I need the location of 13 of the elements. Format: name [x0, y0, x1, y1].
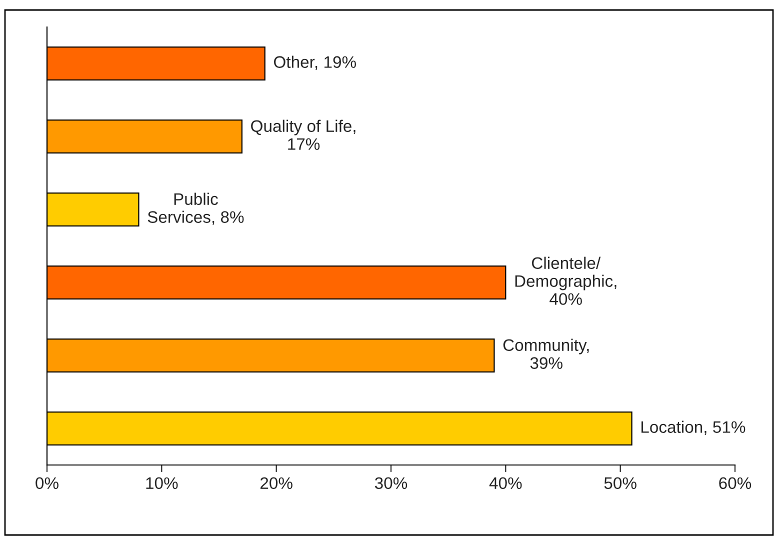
- data-label: Clientele/ Demographic, 40%: [515, 256, 616, 305]
- x-tick-label: 40%: [489, 477, 522, 490]
- x-tick-label: 30%: [374, 477, 408, 490]
- data-label: Quality of Life, 17%: [251, 120, 356, 150]
- data-label: Other, 19%: [274, 56, 356, 70]
- x-tick-label: 0%: [36, 477, 58, 490]
- x-tick-label: 60%: [719, 477, 752, 490]
- x-tick-label: 20%: [260, 477, 292, 490]
- x-tick-label: 10%: [146, 477, 178, 490]
- data-label: Community, 39%: [503, 338, 589, 369]
- data-label: Location, 51%: [642, 420, 746, 435]
- x-tick-label: 50%: [604, 477, 636, 490]
- data-label: Public Services, 8%: [148, 192, 244, 225]
